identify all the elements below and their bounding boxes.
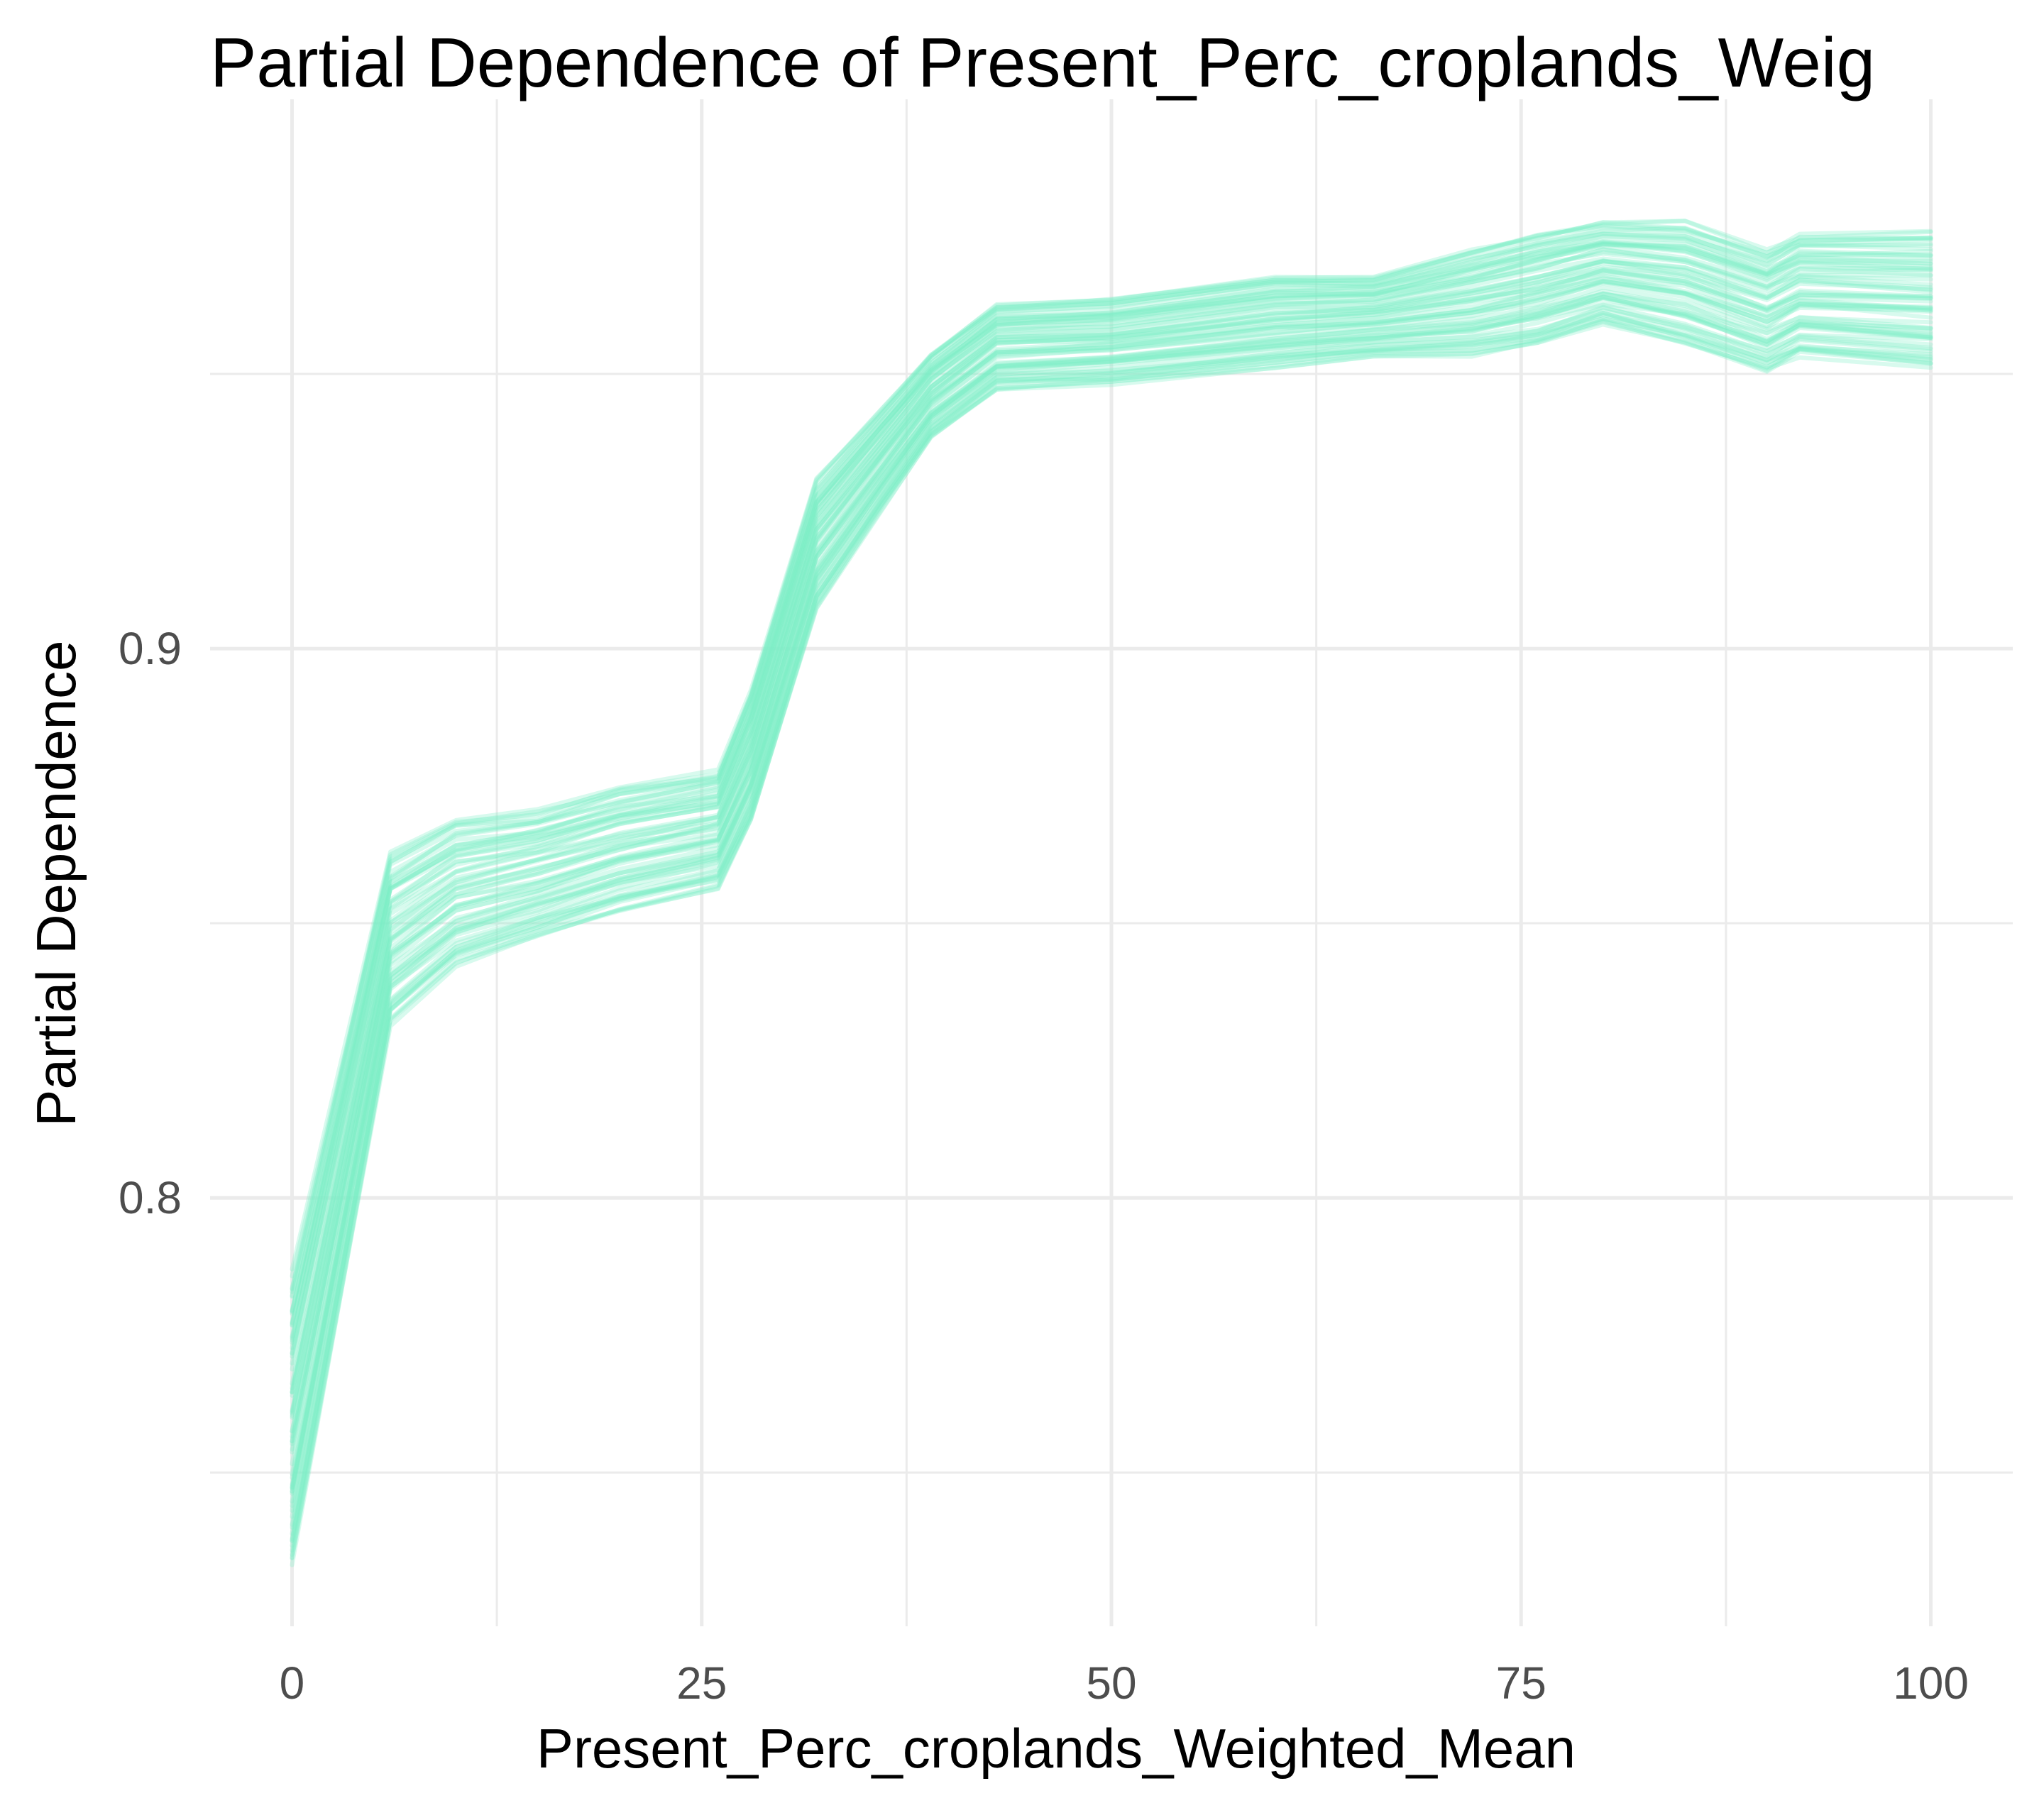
ice-line bbox=[290, 231, 1933, 1313]
ice-line bbox=[290, 312, 1933, 1541]
ice-line bbox=[290, 241, 1933, 1350]
ice-line bbox=[290, 317, 1933, 1561]
ice-line bbox=[290, 279, 1933, 1452]
ice-line bbox=[290, 265, 1933, 1413]
ice-line bbox=[290, 243, 1933, 1342]
ice-line bbox=[290, 294, 1933, 1491]
ice-line bbox=[290, 281, 1933, 1467]
grid bbox=[210, 99, 2013, 1626]
ice-line bbox=[290, 308, 1933, 1527]
ice-line bbox=[290, 279, 1933, 1455]
ice-line bbox=[290, 291, 1933, 1496]
ice-line bbox=[290, 276, 1933, 1434]
x-tick-label: 50 bbox=[1086, 1658, 1136, 1709]
ice-line bbox=[290, 269, 1933, 1420]
ice-line bbox=[290, 310, 1933, 1543]
ice-line bbox=[290, 288, 1933, 1480]
ice-line bbox=[290, 242, 1933, 1326]
ice-line bbox=[290, 302, 1933, 1504]
ice-line bbox=[290, 244, 1933, 1359]
ice-line bbox=[290, 259, 1933, 1386]
ice-line bbox=[290, 322, 1933, 1560]
ice-line bbox=[290, 285, 1933, 1477]
x-tick-label: 0 bbox=[280, 1658, 305, 1709]
ice-line bbox=[290, 275, 1933, 1439]
ice-line bbox=[290, 226, 1933, 1298]
ice-line bbox=[290, 278, 1933, 1444]
ice-line bbox=[290, 239, 1933, 1328]
ice-line bbox=[290, 223, 1933, 1292]
x-tick-label: 25 bbox=[676, 1658, 727, 1709]
x-tick-label: 75 bbox=[1496, 1658, 1546, 1709]
ice-line bbox=[290, 270, 1933, 1416]
ice-line bbox=[290, 219, 1933, 1272]
chart-title: Partial Dependence of Present_Perc_cropl… bbox=[210, 23, 1875, 101]
x-axis-title: Present_Perc_croplands_Weighted_Mean bbox=[537, 1717, 1576, 1780]
ice-line bbox=[290, 304, 1933, 1519]
y-axis-title: Partial Dependence bbox=[25, 640, 87, 1126]
ice-line bbox=[290, 295, 1933, 1489]
y-tick-label: 0.8 bbox=[119, 1172, 182, 1223]
ice-line bbox=[290, 231, 1933, 1313]
ice-line bbox=[290, 291, 1933, 1490]
ice-line bbox=[290, 219, 1933, 1291]
ice-line bbox=[290, 319, 1933, 1567]
ice-line bbox=[290, 312, 1933, 1536]
ice-line bbox=[290, 319, 1933, 1557]
ice-line bbox=[290, 220, 1933, 1279]
ice-line bbox=[290, 258, 1933, 1395]
ice-line bbox=[290, 292, 1933, 1487]
tick-labels: 0 25 50 75 100 0.8 0.9 bbox=[119, 623, 1969, 1709]
ice-line bbox=[290, 256, 1933, 1391]
ice-line bbox=[290, 295, 1933, 1509]
ice-line bbox=[290, 268, 1933, 1433]
ice-line bbox=[290, 224, 1933, 1294]
ice-line bbox=[290, 241, 1933, 1345]
ice-line bbox=[290, 259, 1933, 1398]
ice-line bbox=[290, 297, 1933, 1494]
ice-line bbox=[290, 247, 1933, 1372]
ice-line bbox=[290, 247, 1933, 1356]
ice-line bbox=[290, 251, 1933, 1355]
ice-line bbox=[290, 226, 1933, 1299]
ice-line bbox=[290, 240, 1933, 1340]
y-tick-label: 0.9 bbox=[119, 623, 182, 674]
ice-line bbox=[290, 306, 1933, 1530]
ice-line bbox=[290, 266, 1933, 1418]
ice-line bbox=[290, 250, 1933, 1366]
ice-line bbox=[290, 258, 1933, 1394]
ice-line bbox=[290, 316, 1933, 1543]
ice-line bbox=[290, 280, 1933, 1444]
ice-line bbox=[290, 242, 1933, 1339]
ice-line bbox=[290, 273, 1933, 1446]
ice-line bbox=[290, 294, 1933, 1494]
ice-line bbox=[290, 231, 1933, 1314]
ice-line bbox=[290, 316, 1933, 1552]
ice-line bbox=[290, 310, 1933, 1548]
ice-line bbox=[290, 234, 1933, 1325]
ice-line bbox=[290, 260, 1933, 1394]
ice-line bbox=[290, 235, 1933, 1316]
x-tick-label: 100 bbox=[1893, 1658, 1969, 1709]
ice-line bbox=[290, 240, 1933, 1328]
ice-line bbox=[290, 268, 1933, 1414]
series-lines bbox=[290, 219, 1933, 1567]
ice-line bbox=[290, 302, 1933, 1513]
